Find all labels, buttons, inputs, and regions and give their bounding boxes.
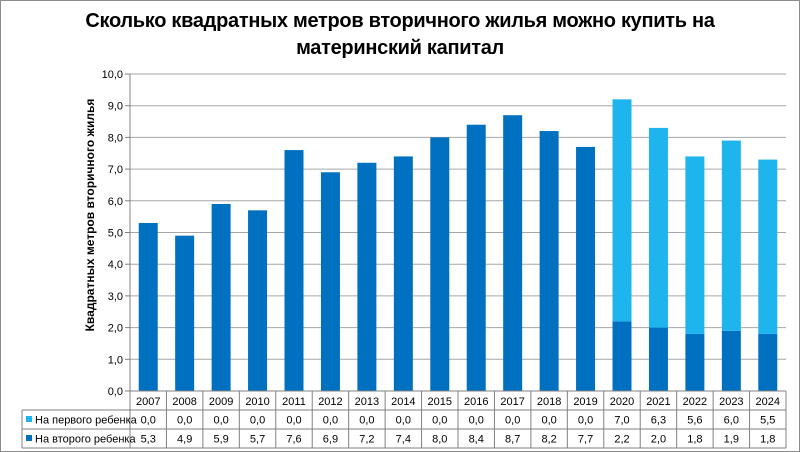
x-tick-label: 2011 [282, 396, 306, 408]
x-tick-label: 2021 [646, 396, 670, 408]
x-tick-label: 2010 [245, 396, 269, 408]
x-tick-label: 2017 [500, 396, 524, 408]
bar-second-child [503, 115, 523, 392]
x-tick-label: 2023 [719, 396, 743, 408]
bar-second-child [393, 156, 413, 391]
x-tick-label: 2013 [355, 396, 379, 408]
y-tick-label: 6,0 [108, 196, 123, 208]
bar-second-child [539, 131, 559, 391]
data-label: 6,9 [323, 434, 338, 446]
bar-second-child [721, 330, 741, 391]
bar-second-child [211, 203, 231, 391]
data-label: 0,0 [177, 415, 192, 427]
y-tick-label: 4,0 [108, 259, 123, 271]
data-label: 7,4 [396, 434, 411, 446]
x-tick-label: 2015 [428, 396, 452, 408]
data-label: 7,6 [286, 434, 301, 446]
x-tick-label: 2014 [391, 396, 415, 408]
data-label: 0,0 [469, 415, 484, 427]
y-tick-label: 8,0 [108, 132, 123, 144]
bar-first-child [612, 99, 632, 322]
y-tick-label: 2,0 [108, 323, 123, 335]
data-label: 0,0 [359, 415, 374, 427]
legend-key [26, 435, 32, 441]
data-label: 0,0 [541, 415, 556, 427]
data-label: 6,0 [724, 415, 739, 427]
data-label: 1,8 [760, 434, 775, 446]
x-tick-label: 2016 [464, 396, 488, 408]
y-tick-label: 7,0 [108, 164, 123, 176]
data-label: 6,3 [651, 415, 666, 427]
bar-second-child [320, 172, 340, 391]
data-label: 7,7 [578, 434, 593, 446]
data-label: 5,5 [760, 415, 775, 427]
legend-series-name: На второго ребенка [35, 434, 136, 446]
data-label: 7,0 [614, 415, 629, 427]
data-label: 8,2 [541, 434, 556, 446]
data-label: 0,0 [578, 415, 593, 427]
x-tick-label: 2019 [573, 396, 597, 408]
data-label: 1,8 [687, 434, 702, 446]
y-tick-label: 3,0 [108, 291, 123, 303]
bar-first-child [685, 156, 705, 334]
data-label: 0,0 [396, 415, 411, 427]
x-tick-label: 2018 [537, 396, 561, 408]
bar-second-child [685, 333, 705, 391]
data-label: 5,3 [141, 434, 156, 446]
data-label: 5,7 [250, 434, 265, 446]
bar-second-child [175, 235, 195, 391]
y-tick-label: 0,0 [108, 386, 123, 398]
x-tick-label: 2012 [318, 396, 342, 408]
data-label: 0,0 [505, 415, 520, 427]
chart-title-line-2: материнский капитал [296, 37, 504, 59]
data-label: 0,0 [432, 415, 447, 427]
bar-first-child [721, 140, 741, 331]
bar-first-child [648, 127, 668, 328]
bar-second-child [138, 222, 158, 391]
legend-key [26, 416, 32, 422]
x-tick-label: 2020 [610, 396, 634, 408]
bar-second-child [466, 124, 486, 391]
data-label: 1,9 [724, 434, 739, 446]
legend-series-name: На первого ребенка [35, 415, 138, 427]
data-label: 7,2 [359, 434, 374, 446]
data-label: 5,9 [213, 434, 228, 446]
bar-first-child [758, 159, 778, 334]
data-label: 0,0 [286, 415, 301, 427]
data-label: 0,0 [323, 415, 338, 427]
bar-second-child [248, 210, 268, 391]
bar-second-child [758, 333, 778, 391]
data-label: 8,0 [432, 434, 447, 446]
bar-second-child [648, 327, 668, 391]
x-tick-label: 2022 [683, 396, 707, 408]
data-label: 5,6 [687, 415, 702, 427]
bar-second-child [430, 137, 450, 391]
data-label: 8,7 [505, 434, 520, 446]
y-tick-label: 5,0 [108, 228, 123, 240]
x-tick-label: 2008 [172, 396, 196, 408]
x-tick-label: 2024 [756, 396, 780, 408]
x-tick-label: 2007 [136, 396, 160, 408]
bar-second-child [612, 321, 632, 391]
data-label: 0,0 [213, 415, 228, 427]
data-label: 4,9 [177, 434, 192, 446]
y-tick-label: 10,0 [102, 69, 123, 81]
bar-second-child [576, 146, 596, 391]
bar-second-child [284, 150, 304, 391]
data-label: 8,4 [469, 434, 484, 446]
chart-title-line-1: Сколько квадратных метров вторичного жил… [85, 10, 715, 32]
data-label: 2,0 [651, 434, 666, 446]
x-tick-label: 2009 [209, 396, 233, 408]
data-label: 2,2 [614, 434, 629, 446]
chart-title: Сколько квадратных метров вторичного жил… [0, 8, 800, 62]
bar-second-child [357, 162, 377, 391]
data-label: 0,0 [141, 415, 156, 427]
data-label: 0,0 [250, 415, 265, 427]
y-tick-label: 1,0 [108, 354, 123, 366]
y-tick-label: 9,0 [108, 101, 123, 113]
